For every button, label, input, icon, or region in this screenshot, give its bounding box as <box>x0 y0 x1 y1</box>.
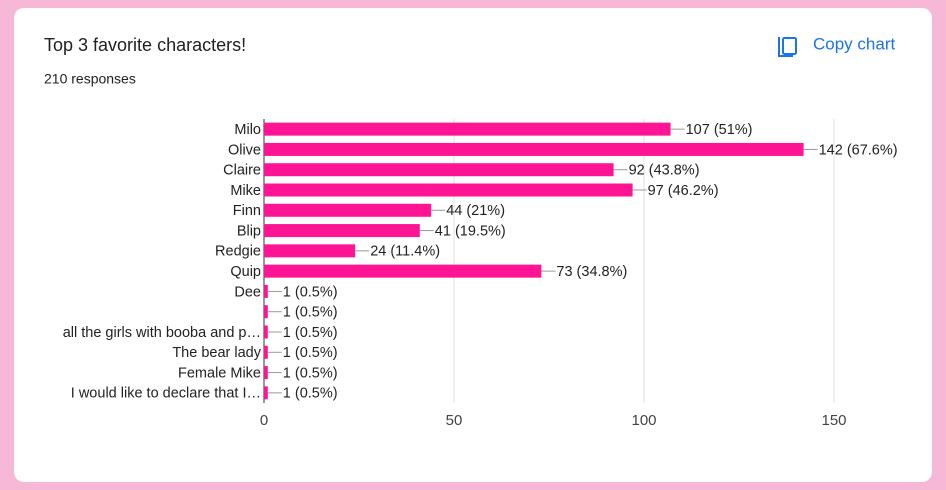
bar <box>264 183 633 197</box>
value-label: 1 (0.5%) <box>283 325 338 341</box>
copy-chart-button[interactable]: Copy chart <box>778 34 895 57</box>
bar <box>264 224 420 238</box>
copy-icon <box>782 37 797 55</box>
y-tick-label: Quip <box>230 264 261 280</box>
y-tick-label: Milo <box>234 122 261 138</box>
bar <box>264 284 268 298</box>
x-tick-label: 150 <box>821 412 846 429</box>
y-tick-label: Female Mike <box>178 365 261 381</box>
y-tick-label: Olive <box>228 142 261 158</box>
copy-icon <box>778 37 793 57</box>
response-count: 210 responses <box>44 71 136 87</box>
y-tick-label: Claire <box>223 163 261 179</box>
bar <box>264 163 614 177</box>
y-tick-label: Redgie <box>215 244 261 260</box>
y-tick-label: Finn <box>233 203 261 219</box>
value-label: 41 (19.5%) <box>435 223 506 239</box>
bar <box>264 122 671 136</box>
value-label: 97 (46.2%) <box>648 183 719 199</box>
value-label: 92 (43.8%) <box>629 163 700 179</box>
chart-title: Top 3 favorite characters! <box>44 35 246 55</box>
x-tick-label: 0 <box>260 412 268 429</box>
card <box>14 8 932 482</box>
value-label: 1 (0.5%) <box>283 305 338 321</box>
y-tick-label: Mike <box>230 183 261 199</box>
bar <box>264 264 542 278</box>
copy-chart-label[interactable]: Copy chart <box>813 34 895 53</box>
value-label: 44 (21%) <box>446 203 505 219</box>
bar <box>264 325 268 339</box>
bar <box>264 305 268 319</box>
value-label: 1 (0.5%) <box>283 284 338 300</box>
y-tick-label: I would like to declare that I… <box>71 386 261 402</box>
bar <box>264 366 268 380</box>
value-label: 142 (67.6%) <box>819 142 898 158</box>
value-label: 107 (51%) <box>686 122 753 138</box>
x-tick-label: 100 <box>631 412 656 429</box>
value-label: 24 (11.4%) <box>370 244 440 260</box>
value-label: 1 (0.5%) <box>283 345 338 361</box>
bar <box>264 386 268 400</box>
y-tick-label: Dee <box>234 284 261 300</box>
value-label: 1 (0.5%) <box>283 386 338 402</box>
value-label: 73 (34.8%) <box>556 264 627 280</box>
bar <box>264 142 804 156</box>
bar <box>264 244 356 258</box>
y-tick-label: The bear lady <box>172 345 261 361</box>
value-label: 1 (0.5%) <box>283 365 338 381</box>
y-tick-label: all the girls with booba and p… <box>63 325 261 341</box>
x-tick-label: 50 <box>446 412 463 429</box>
bar <box>264 345 268 359</box>
bar <box>264 203 432 217</box>
y-tick-label: Blip <box>237 223 261 239</box>
